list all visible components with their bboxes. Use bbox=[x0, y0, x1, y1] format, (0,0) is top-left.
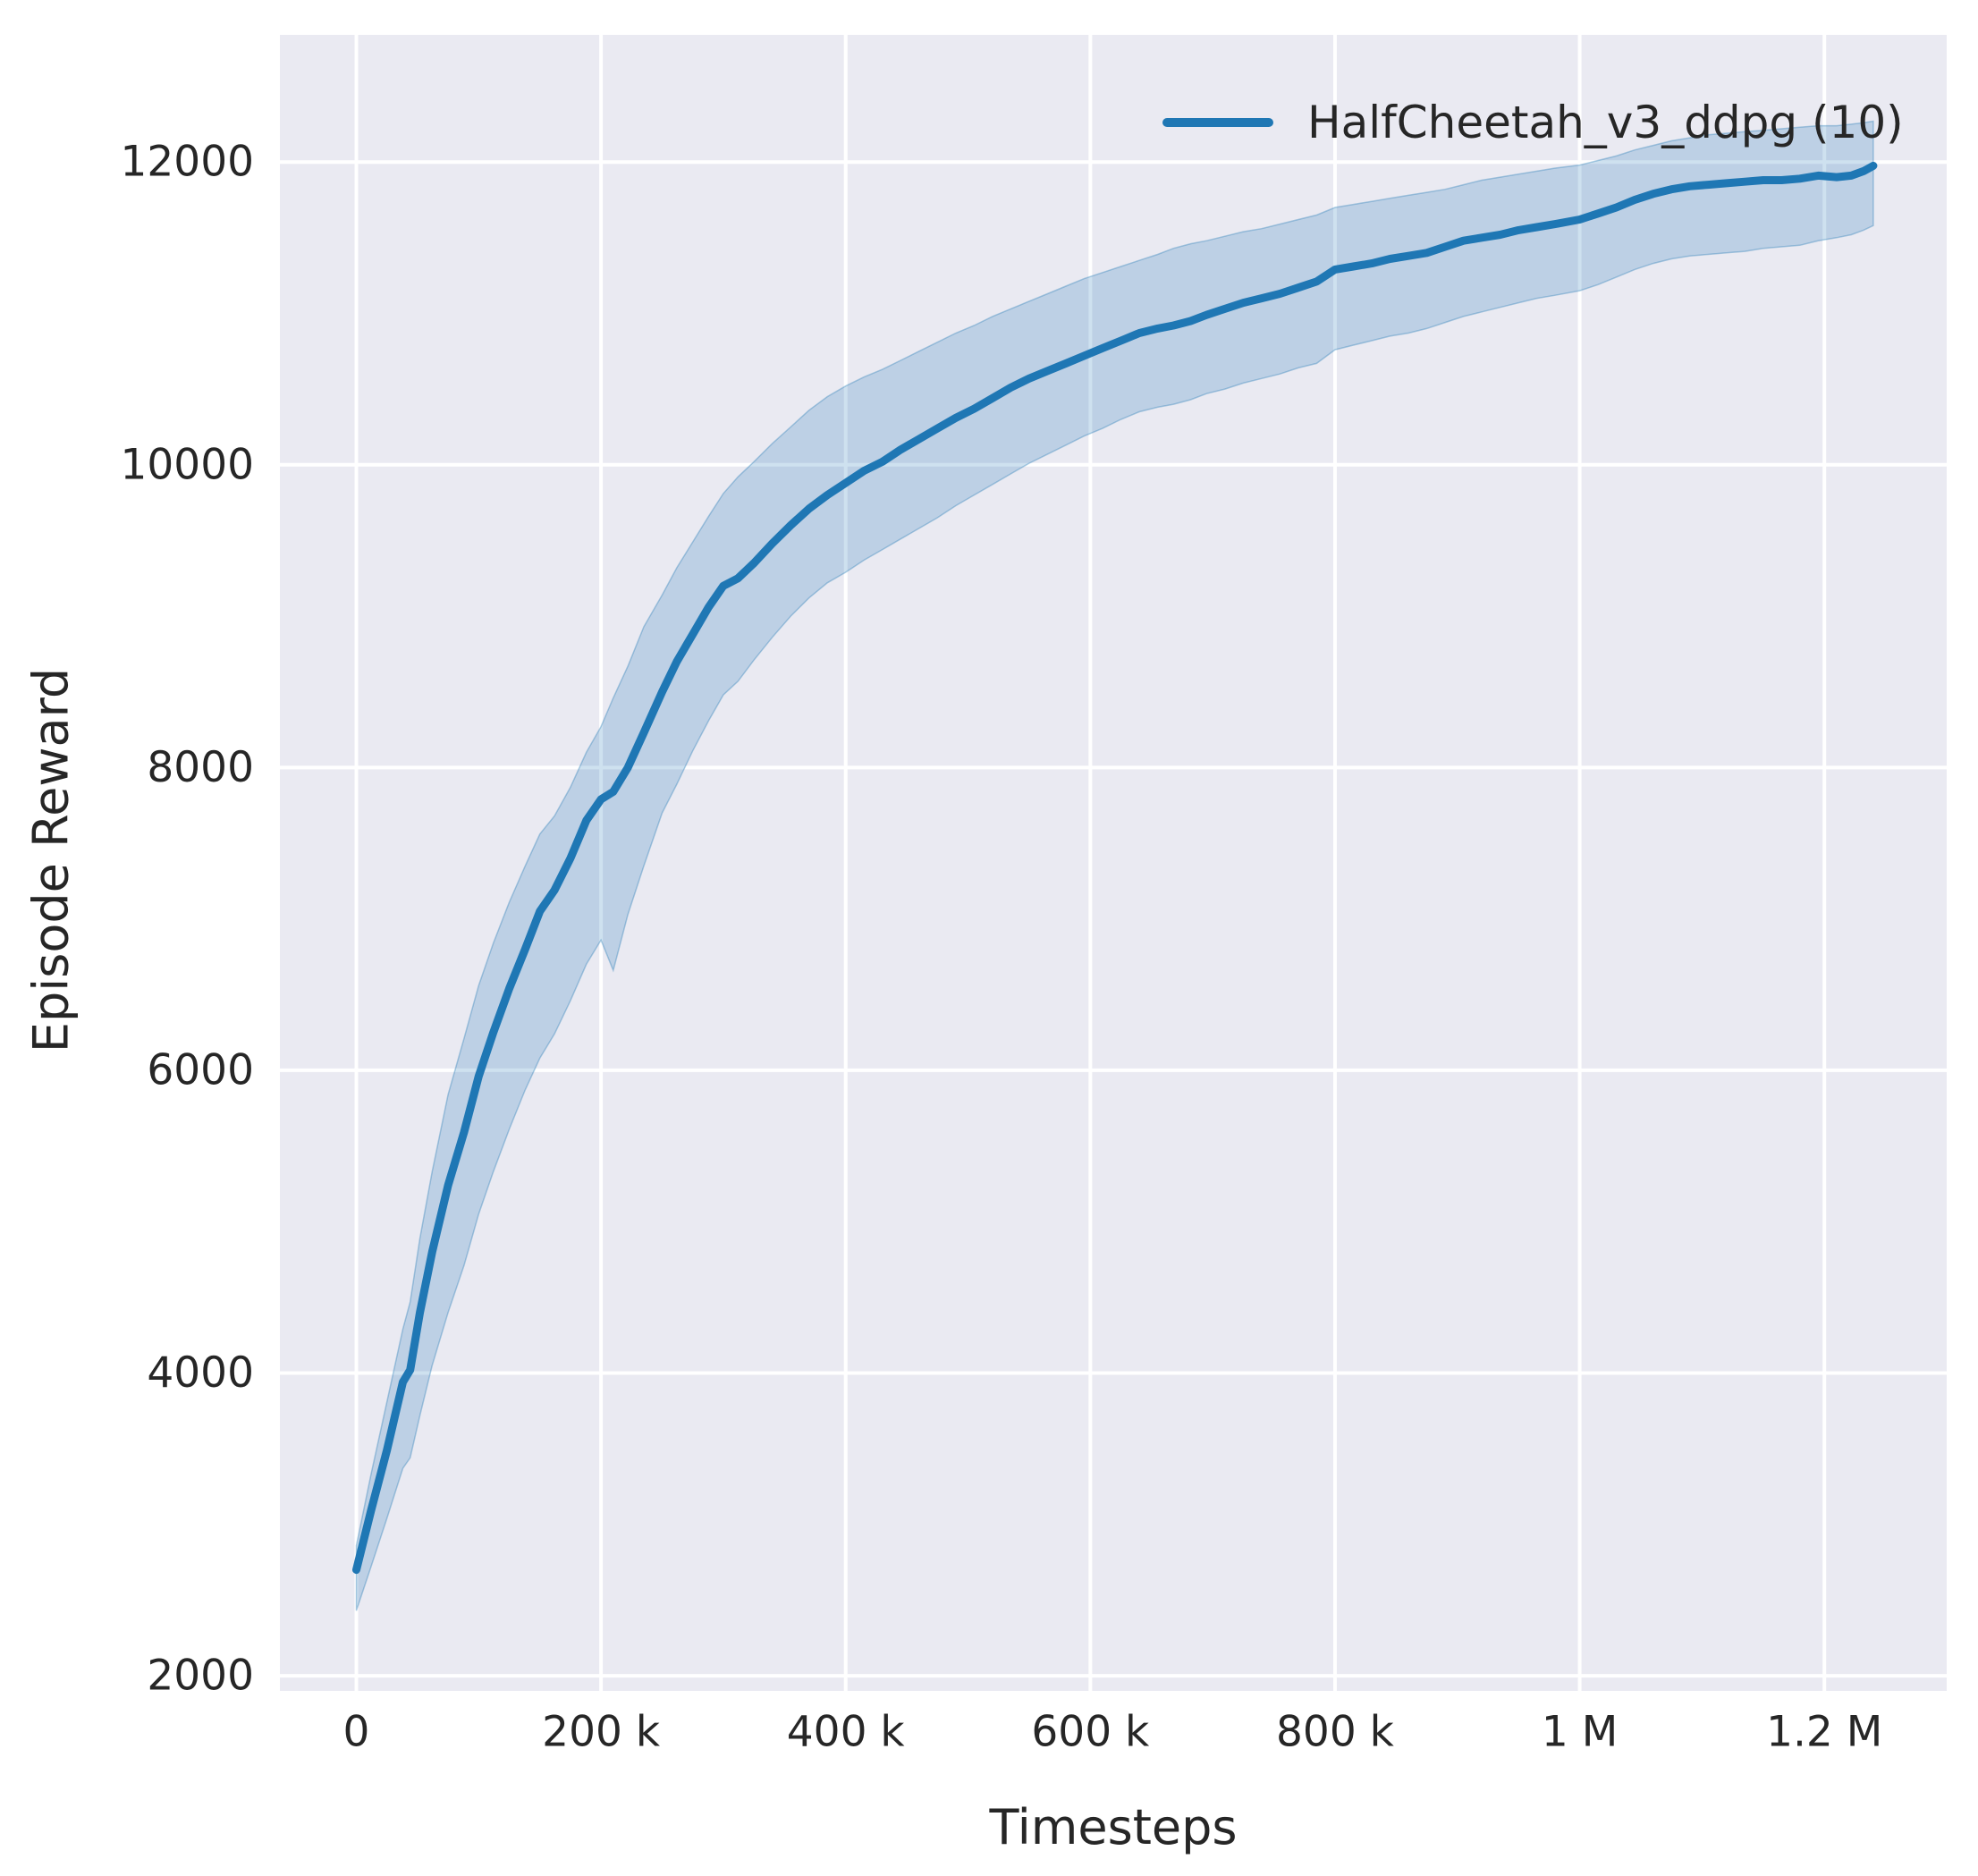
x-tick-label: 200 k bbox=[542, 1707, 661, 1756]
x-tick-label: 0 bbox=[343, 1707, 370, 1756]
mean-line bbox=[352, 161, 1878, 1575]
x-tick-label: 800 k bbox=[1276, 1707, 1395, 1756]
y-tick-label: 6000 bbox=[147, 1045, 254, 1094]
x-tick-label: 600 k bbox=[1031, 1707, 1150, 1756]
x-axis-label: Timesteps bbox=[989, 1799, 1238, 1855]
x-tick-label: 1 M bbox=[1542, 1707, 1618, 1756]
y-tick-label: 2000 bbox=[147, 1652, 254, 1701]
legend-line-swatch bbox=[1162, 118, 1273, 127]
x-tick-label: 400 k bbox=[787, 1707, 906, 1756]
plot-background bbox=[280, 35, 1947, 1691]
y-tick-label: 12000 bbox=[120, 138, 254, 187]
legend-label: HalfCheetah_v3_ddpg (10) bbox=[1307, 97, 1904, 148]
y-tick-label: 8000 bbox=[147, 743, 254, 792]
y-tick-label: 4000 bbox=[147, 1348, 254, 1398]
x-tick-label: 1.2 M bbox=[1766, 1707, 1882, 1756]
y-axis-label: Episode Reward bbox=[22, 667, 80, 1053]
y-tick-label: 10000 bbox=[120, 440, 254, 489]
confidence-band bbox=[355, 120, 1874, 1611]
legend: HalfCheetah_v3_ddpg (10) bbox=[1162, 97, 1904, 148]
